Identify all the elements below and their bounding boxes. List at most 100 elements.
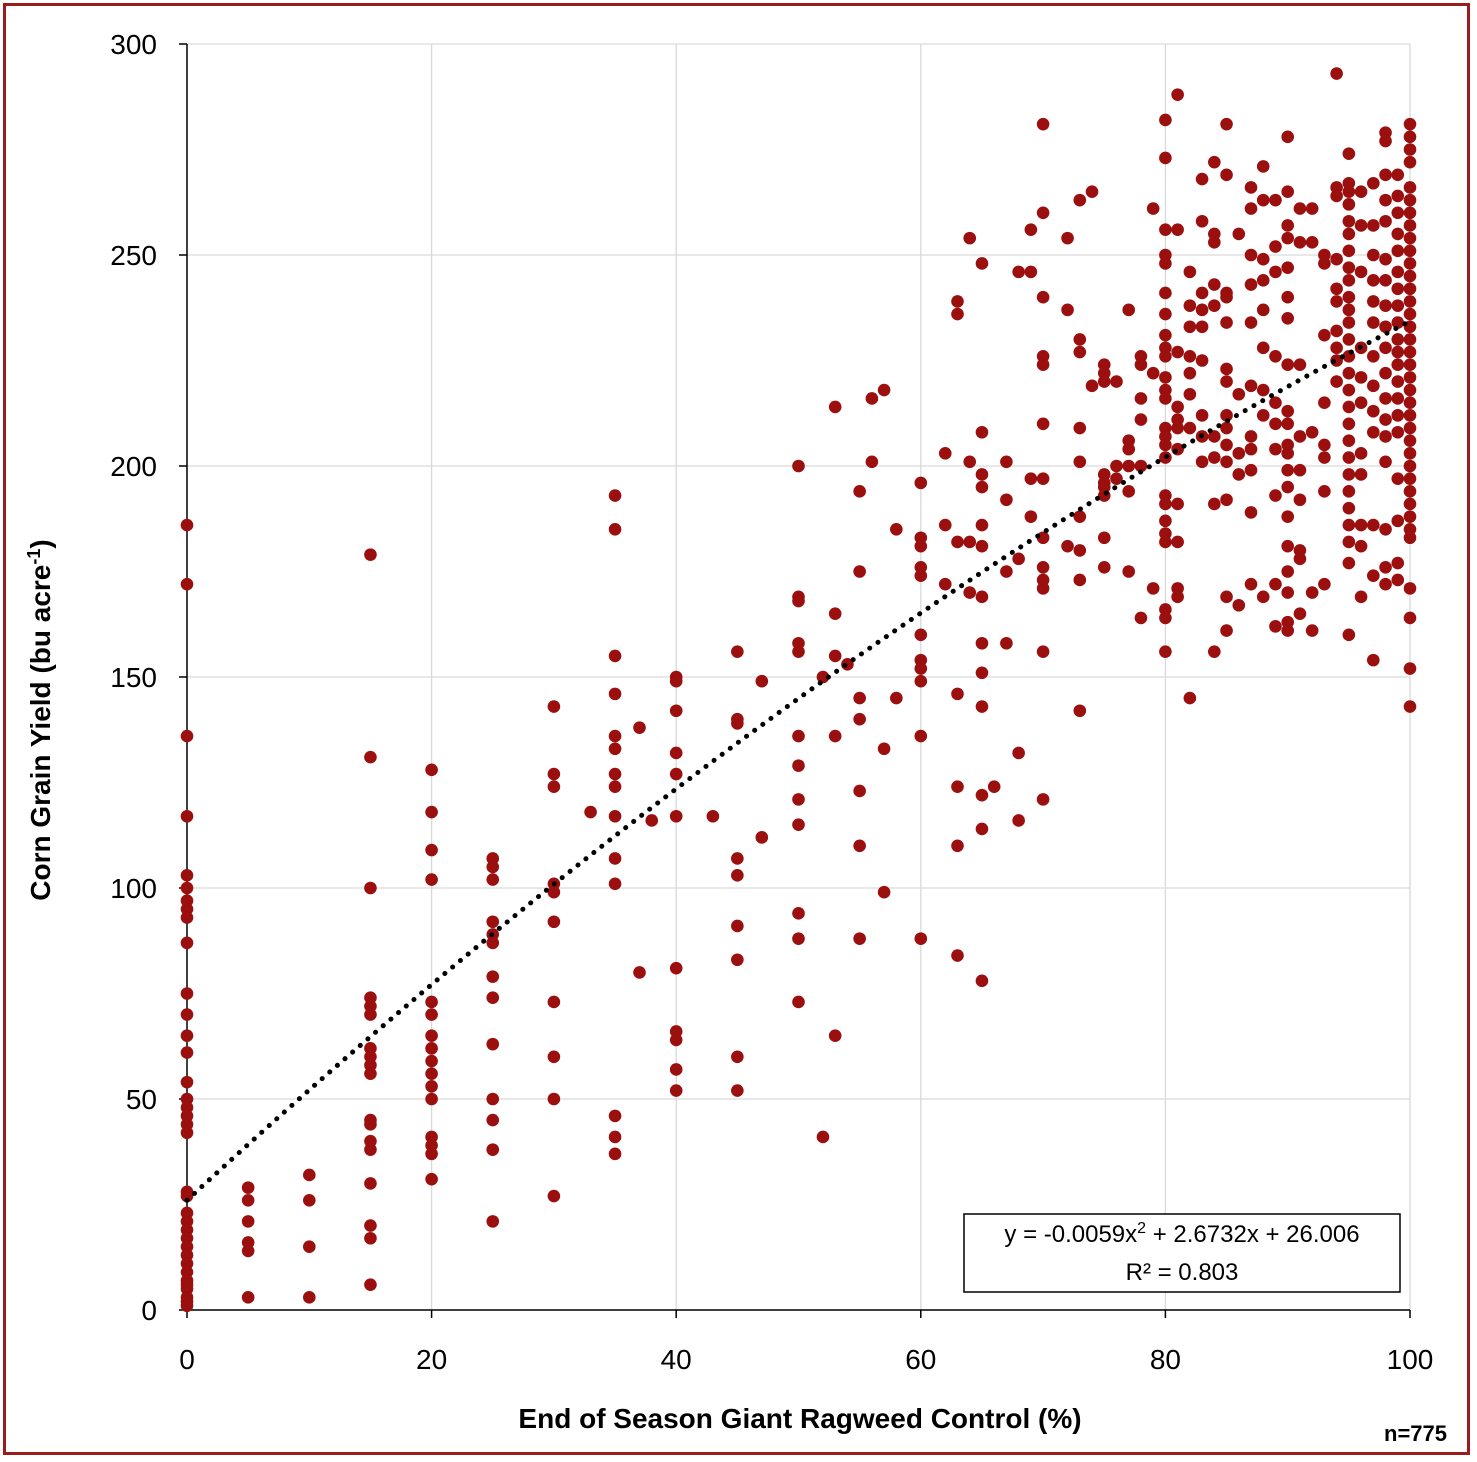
data-point bbox=[1281, 358, 1294, 372]
data-point bbox=[975, 666, 989, 680]
data-point bbox=[241, 1181, 255, 1194]
data-point bbox=[1354, 219, 1368, 232]
data-point bbox=[1122, 485, 1136, 498]
data-point bbox=[425, 1147, 438, 1161]
data-point bbox=[890, 691, 903, 705]
data-point bbox=[792, 594, 805, 608]
data-point bbox=[1244, 248, 1258, 262]
data-point bbox=[853, 932, 866, 945]
data-point bbox=[425, 1067, 438, 1080]
data-point bbox=[1293, 493, 1307, 507]
data-point bbox=[1367, 653, 1380, 667]
data-point bbox=[1342, 316, 1356, 329]
data-point bbox=[1073, 704, 1087, 718]
equation-box-border bbox=[963, 1213, 1401, 1293]
data-point bbox=[1171, 421, 1184, 435]
data-point bbox=[1256, 160, 1270, 173]
data-point bbox=[1330, 252, 1343, 266]
data-point bbox=[1244, 463, 1258, 477]
data-point bbox=[486, 970, 500, 983]
data-point bbox=[425, 1172, 438, 1186]
data-point bbox=[425, 1080, 438, 1093]
data-point bbox=[1318, 451, 1331, 464]
data-point bbox=[1122, 303, 1136, 317]
data-point bbox=[792, 932, 805, 945]
data-point bbox=[877, 885, 891, 899]
data-point bbox=[1085, 379, 1099, 393]
data-point bbox=[951, 839, 964, 853]
data-point bbox=[425, 1092, 438, 1106]
data-point bbox=[951, 295, 964, 308]
data-point bbox=[608, 877, 622, 891]
data-point bbox=[1391, 265, 1405, 279]
data-point bbox=[951, 949, 964, 962]
data-point bbox=[1342, 468, 1356, 481]
data-point bbox=[1269, 620, 1282, 633]
data-point bbox=[1269, 193, 1282, 207]
data-point bbox=[180, 1029, 194, 1042]
data-point bbox=[1330, 295, 1343, 308]
data-point bbox=[180, 869, 194, 882]
data-point bbox=[865, 392, 879, 405]
data-point bbox=[1220, 409, 1233, 422]
data-point bbox=[828, 729, 842, 743]
data-point bbox=[1354, 539, 1368, 553]
data-point bbox=[1036, 560, 1050, 574]
data-point bbox=[1159, 535, 1172, 549]
data-point bbox=[828, 400, 842, 414]
data-point bbox=[1122, 459, 1136, 473]
data-point bbox=[1269, 577, 1282, 591]
data-point bbox=[1036, 645, 1050, 658]
data-point bbox=[180, 809, 194, 823]
data-point bbox=[1183, 421, 1197, 435]
data-point bbox=[1342, 333, 1356, 346]
data-point bbox=[1073, 333, 1087, 346]
data-point bbox=[1403, 206, 1417, 220]
data-point bbox=[1073, 510, 1087, 523]
data-point bbox=[963, 231, 977, 245]
data-point bbox=[364, 1008, 377, 1021]
data-point bbox=[669, 704, 683, 718]
data-point bbox=[1318, 577, 1331, 591]
data-point bbox=[1073, 455, 1087, 469]
data-point bbox=[1171, 497, 1184, 511]
data-point bbox=[1220, 362, 1233, 376]
data-point bbox=[1403, 295, 1417, 308]
data-point bbox=[1159, 349, 1172, 363]
data-point bbox=[1281, 510, 1294, 523]
data-point bbox=[1342, 185, 1356, 198]
data-point bbox=[731, 1084, 744, 1097]
data-point bbox=[547, 915, 561, 929]
data-point bbox=[1342, 518, 1356, 532]
data-point bbox=[816, 670, 830, 684]
data-point bbox=[1293, 236, 1307, 249]
data-point bbox=[486, 873, 500, 886]
data-point bbox=[1403, 421, 1417, 435]
data-point bbox=[1403, 434, 1417, 447]
data-point bbox=[1354, 265, 1368, 279]
r-squared-label: R² = 0.803 bbox=[1126, 1259, 1239, 1286]
data-point bbox=[669, 746, 683, 760]
data-point bbox=[1220, 438, 1233, 452]
data-point bbox=[1281, 463, 1294, 477]
data-point bbox=[975, 539, 989, 553]
data-point bbox=[963, 586, 977, 599]
data-point bbox=[1159, 438, 1172, 452]
sample-size-label: n=775 bbox=[1384, 1421, 1447, 1446]
data-point bbox=[547, 885, 561, 899]
data-point bbox=[1122, 565, 1136, 578]
data-point bbox=[1403, 459, 1417, 473]
data-point bbox=[1318, 438, 1331, 452]
data-point bbox=[1195, 172, 1209, 186]
data-point bbox=[1293, 607, 1307, 620]
data-point bbox=[1171, 590, 1184, 604]
data-point bbox=[1403, 257, 1417, 270]
data-point bbox=[1293, 202, 1307, 215]
data-point bbox=[865, 455, 879, 469]
data-point bbox=[1220, 375, 1233, 388]
data-point bbox=[608, 1109, 622, 1123]
data-point bbox=[755, 831, 769, 844]
data-point bbox=[486, 1215, 500, 1228]
data-point bbox=[1073, 193, 1087, 207]
